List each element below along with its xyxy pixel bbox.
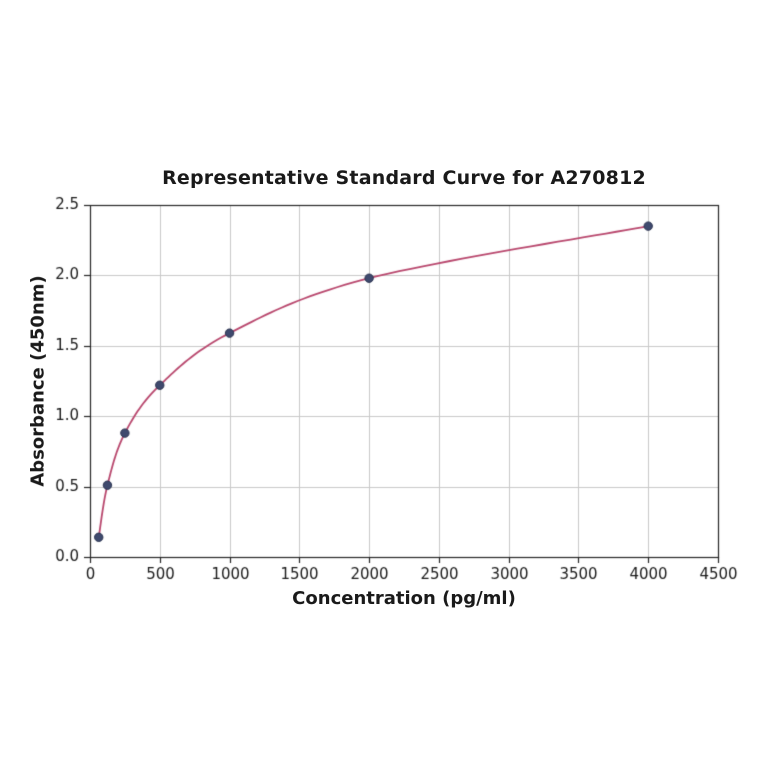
y-axis-label: Absorbance (450nm) [27, 275, 49, 487]
x-axis-label: Concentration (pg/ml) [292, 588, 516, 609]
chart-title: Representative Standard Curve for A27081… [162, 167, 646, 189]
